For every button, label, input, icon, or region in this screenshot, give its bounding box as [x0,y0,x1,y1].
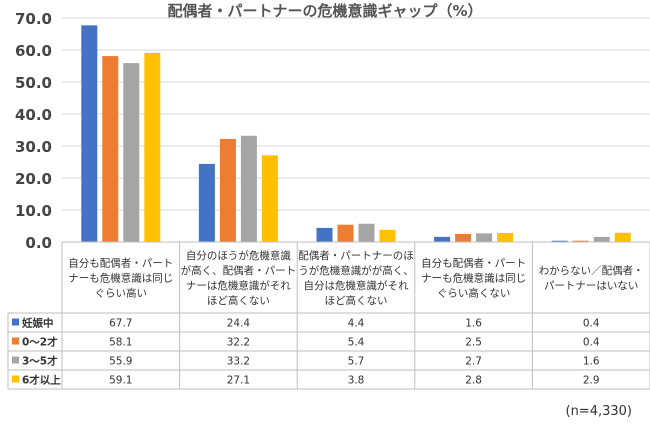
y-tick-label: 70.0 [15,10,52,28]
data-label: 5.7 [348,356,365,368]
chart-title: 配偶者・パートナーの危機意識ギャップ（%） [167,2,482,20]
bar-2-2 [219,138,236,242]
y-tick-label: 50.0 [15,74,52,92]
sample-size-note: (n=4,330) [565,404,633,419]
data-label: 55.9 [109,356,132,368]
data-label: 3.8 [348,375,365,387]
bar-2-1 [102,56,119,242]
bar-4-3 [379,229,396,242]
data-label: 2.5 [465,337,482,349]
category-label: ぐらい高くない [437,287,511,300]
bar-3-4 [476,233,493,242]
data-label: 5.4 [348,337,365,349]
legend-swatch-4 [12,375,19,383]
category-label: ほど高くない [207,294,270,307]
y-tick-label: 10.0 [15,202,52,220]
bar-3-5 [593,236,610,242]
category-label: 配偶者・パートナーのほ [298,249,414,262]
data-label: 0.4 [583,337,600,349]
y-tick-label: 30.0 [15,138,52,156]
category-label: わからない／配偶者・ [539,264,644,277]
category-label: パートナーはいない [544,280,639,292]
bar-2-4 [455,234,472,242]
y-tick-label: 20.0 [15,170,52,188]
category-label: 自分は危機意識がそれ [304,279,409,292]
bar-3-3 [358,223,375,242]
bar-3-1 [123,63,140,243]
category-label: が高く、配偶者・パート [181,264,297,277]
data-label: 1.6 [583,356,600,368]
data-label: 33.2 [227,356,250,368]
bar-1-3 [316,227,333,242]
bar-2-3 [337,224,354,242]
data-label: 67.7 [109,318,132,330]
data-label: 24.4 [227,318,251,330]
category-label: ぐらい高い [95,287,148,300]
category-label: ほど高くない [325,294,388,307]
category-label: ナーは危機意識がそれ [186,279,291,292]
bar-1-2 [198,163,215,242]
bar-4-5 [614,232,631,242]
category-label: 自分のほうが危機意識 [186,249,291,262]
data-label: 59.1 [109,375,132,387]
data-label: 58.1 [109,337,132,349]
category-label: 自分も配偶者・パート [421,257,526,270]
y-tick-label: 0.0 [25,234,52,252]
category-label: うが危機意識がが高く、 [298,264,414,277]
bar-1-1 [81,25,98,242]
bar-4-2 [261,155,278,242]
data-label: 1.6 [465,318,482,330]
y-tick-label: 60.0 [15,42,52,60]
bar-4-4 [497,233,514,242]
category-label: ナーも危機意識は同じ [68,272,173,285]
legend-label-1: 妊娠中 [22,317,54,330]
legend-label-4: 6才以上 [22,374,61,387]
bar-4-1 [144,52,161,242]
data-label: 0.4 [583,318,600,330]
bar-1-4 [434,236,451,242]
legend-swatch-2 [12,337,19,345]
category-label: ナーも危機意識は同じ [421,272,526,285]
y-tick-label: 40.0 [15,106,52,124]
data-label: 4.4 [348,318,365,330]
bar-3-2 [240,135,257,242]
legend-swatch-3 [12,356,19,364]
legend-label-3: 3～5才 [22,355,58,368]
category-label: 自分も配偶者・パート [68,257,173,270]
legend-label-2: 0～2才 [22,336,58,349]
data-label: 2.9 [583,375,600,387]
bar-2-5 [572,240,589,242]
data-label: 2.7 [465,356,482,368]
data-label: 2.8 [465,375,482,387]
bar-1-5 [551,240,568,242]
data-label: 27.1 [227,375,250,387]
legend-swatch-1 [12,318,19,326]
data-label: 32.2 [227,337,250,349]
